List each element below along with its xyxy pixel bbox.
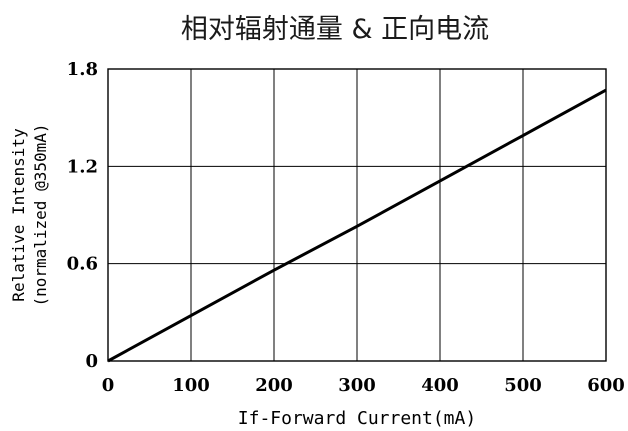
x-tick-labels: 0 100 200 300 400 500 600: [102, 375, 625, 396]
chart-title: 相对辐射通量 & 正向电流: [181, 14, 489, 45]
series-line: [107, 88, 607, 363]
y-tick-label: 1.2: [67, 156, 98, 177]
y-axis-label-line-1: Relative Intensity: [9, 128, 28, 302]
x-tick-label: 100: [172, 375, 210, 396]
x-tick-label: 600: [587, 375, 625, 396]
y-tick-labels: 0 0.6 1.2 1.8: [67, 59, 98, 372]
x-tick-label: 0: [102, 375, 115, 396]
x-tick-label: 300: [338, 375, 376, 396]
grid: [108, 69, 606, 361]
x-tick-label: 400: [421, 375, 459, 396]
plot-frame: [107, 68, 607, 362]
y-tick-label: 0: [85, 351, 98, 372]
x-axis-label: If-Forward Current(mA): [238, 408, 476, 429]
x-tick-label: 200: [255, 375, 293, 396]
y-axis-label-line-2: (normalized @350mA): [31, 123, 50, 306]
series-layer: [107, 88, 607, 363]
y-tick-label: 0.6: [67, 254, 98, 275]
y-tick-label: 1.8: [67, 59, 98, 80]
x-tick-label: 500: [504, 375, 542, 396]
